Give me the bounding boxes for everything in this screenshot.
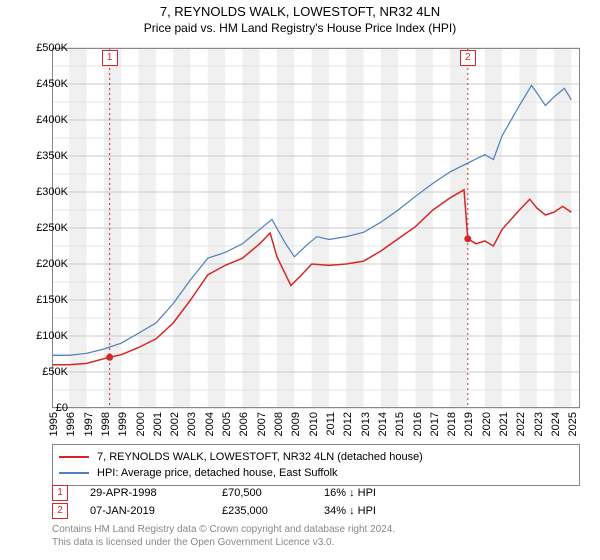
x-tick-label: 2012 <box>342 412 354 436</box>
x-tick-label: 2016 <box>412 412 424 436</box>
x-tick-label: 1997 <box>83 412 95 436</box>
transaction-pct-1: 16% ↓ HPI <box>324 487 434 499</box>
y-tick-label: £200K <box>36 258 68 270</box>
x-tick-label: 2021 <box>498 412 510 436</box>
y-tick-label: £300K <box>36 186 68 198</box>
chart-transaction-marker-2: 2 <box>460 50 476 66</box>
x-tick-label: 1995 <box>48 412 60 436</box>
chart-title: 7, REYNOLDS WALK, LOWESTOFT, NR32 4LN <box>0 0 600 21</box>
transaction-pct-2: 34% ↓ HPI <box>324 505 434 517</box>
x-tick-label: 2022 <box>515 412 527 436</box>
x-tick-label: 2005 <box>221 412 233 436</box>
x-tick-label: 2010 <box>308 412 320 436</box>
y-tick-label: £250K <box>36 222 68 234</box>
x-tick-label: 2004 <box>204 412 216 436</box>
chart-svg <box>52 48 580 408</box>
y-tick-label: £100K <box>36 330 68 342</box>
transaction-row-2: 2 07-JAN-2019 £235,000 34% ↓ HPI <box>52 502 580 520</box>
footer-line-1: Contains HM Land Registry data © Crown c… <box>52 524 580 537</box>
legend-box: 7, REYNOLDS WALK, LOWESTOFT, NR32 4LN (d… <box>52 444 580 486</box>
x-tick-label: 2011 <box>325 412 337 436</box>
legend-label-1: 7, REYNOLDS WALK, LOWESTOFT, NR32 4LN (d… <box>97 451 423 463</box>
y-tick-label: £150K <box>36 294 68 306</box>
x-tick-label: 2009 <box>290 412 302 436</box>
x-tick-label: 2002 <box>169 412 181 436</box>
y-tick-label: £400K <box>36 114 68 126</box>
x-tick-label: 2014 <box>377 412 389 436</box>
chart-plot-area: 12 <box>52 48 580 408</box>
x-tick-label: 2020 <box>481 412 493 436</box>
legend-item-2: HPI: Average price, detached house, East… <box>59 465 573 481</box>
x-tick-label: 2003 <box>186 412 198 436</box>
legend-label-2: HPI: Average price, detached house, East… <box>97 467 338 479</box>
x-tick-label: 1999 <box>117 412 129 436</box>
x-tick-label: 2013 <box>360 412 372 436</box>
x-tick-label: 2025 <box>567 412 579 436</box>
x-tick-label: 1998 <box>100 412 112 436</box>
x-tick-label: 2008 <box>273 412 285 436</box>
transaction-marker-1: 1 <box>52 485 68 501</box>
x-tick-label: 2006 <box>238 412 250 436</box>
x-tick-label: 2015 <box>394 412 406 436</box>
y-tick-label: £450K <box>36 78 68 90</box>
transaction-table: 1 29-APR-1998 £70,500 16% ↓ HPI 2 07-JAN… <box>52 484 580 520</box>
x-tick-label: 1996 <box>65 412 77 436</box>
x-tick-label: 2000 <box>135 412 147 436</box>
chart-subtitle: Price paid vs. HM Land Registry's House … <box>0 21 600 37</box>
chart-transaction-marker-1: 1 <box>102 50 118 66</box>
x-tick-label: 2007 <box>256 412 268 436</box>
legend-swatch-1 <box>59 456 89 458</box>
y-tick-label: £350K <box>36 150 68 162</box>
chart-container: 7, REYNOLDS WALK, LOWESTOFT, NR32 4LN Pr… <box>0 0 600 560</box>
footer-line-2: This data is licensed under the Open Gov… <box>52 537 580 550</box>
x-tick-label: 2023 <box>533 412 545 436</box>
x-tick-label: 2017 <box>429 412 441 436</box>
transaction-marker-2: 2 <box>52 503 68 519</box>
transaction-row-1: 1 29-APR-1998 £70,500 16% ↓ HPI <box>52 484 580 502</box>
transaction-price-1: £70,500 <box>222 487 302 499</box>
legend-item-1: 7, REYNOLDS WALK, LOWESTOFT, NR32 4LN (d… <box>59 449 573 465</box>
y-tick-label: £50K <box>42 366 68 378</box>
y-tick-label: £500K <box>36 42 68 54</box>
x-tick-label: 2001 <box>152 412 164 436</box>
transaction-date-2: 07-JAN-2019 <box>90 505 200 517</box>
transaction-price-2: £235,000 <box>222 505 302 517</box>
x-tick-label: 2024 <box>550 412 562 436</box>
legend-swatch-2 <box>59 472 89 474</box>
x-tick-label: 2018 <box>446 412 458 436</box>
x-tick-label: 2019 <box>463 412 475 436</box>
footer-attribution: Contains HM Land Registry data © Crown c… <box>52 524 580 549</box>
transaction-date-1: 29-APR-1998 <box>90 487 200 499</box>
